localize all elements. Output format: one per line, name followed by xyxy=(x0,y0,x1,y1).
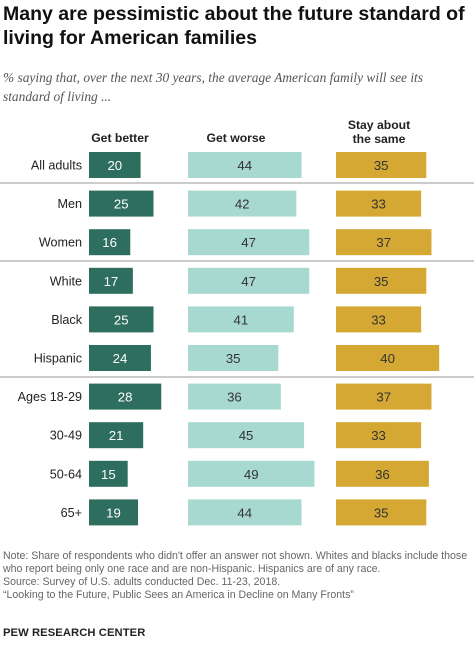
data-label-0-7: 21 xyxy=(109,428,124,443)
data-label-2-6: 37 xyxy=(376,390,391,405)
series-header-2: Stay about the same xyxy=(348,118,410,146)
chart-title: Many are pessimistic about the future st… xyxy=(3,3,465,49)
category-label: 30-49 xyxy=(50,429,82,443)
bar-2-3 xyxy=(336,267,427,294)
data-label-0-9: 19 xyxy=(106,505,121,520)
bar-0-9 xyxy=(89,499,139,526)
data-label-0-3: 17 xyxy=(104,274,119,289)
bar-1-0 xyxy=(188,152,302,178)
bar-2-2 xyxy=(336,229,432,256)
bar-1-3 xyxy=(188,267,310,294)
bar-1-4 xyxy=(188,306,294,333)
data-label-0-2: 16 xyxy=(102,235,117,250)
category-label: 50-64 xyxy=(50,467,82,481)
bar-chart: Get better Get worse Stay about the same All… xyxy=(0,118,474,526)
category-label: All adults xyxy=(31,159,82,173)
category-label: Women xyxy=(39,236,82,250)
data-label-0-8: 15 xyxy=(101,467,116,482)
category-label: Men xyxy=(58,197,83,211)
category-label: Hispanic xyxy=(34,352,82,366)
bar-0-8 xyxy=(89,460,128,487)
bar-1-6 xyxy=(188,383,281,410)
data-label-1-1: 42 xyxy=(235,197,250,212)
footer-brand: PEW RESEARCH CENTER xyxy=(3,627,146,639)
category-label: Ages 18-29 xyxy=(18,390,82,404)
bar-1-5 xyxy=(188,345,279,371)
bar-0-7 xyxy=(89,422,144,449)
bar-2-7 xyxy=(336,422,422,449)
bar-0-1 xyxy=(89,190,154,217)
data-label-1-6: 36 xyxy=(227,390,242,405)
bar-0-6 xyxy=(89,383,162,410)
bar-2-1 xyxy=(336,190,422,217)
data-label-0-1: 25 xyxy=(114,197,129,212)
data-label-0-4: 25 xyxy=(114,312,129,327)
series-header-0: Get better xyxy=(91,131,149,145)
bar-2-0 xyxy=(336,152,427,178)
category-label: White xyxy=(50,274,82,288)
data-label-1-7: 45 xyxy=(239,428,254,443)
bar-2-5 xyxy=(336,345,440,371)
data-label-2-1: 33 xyxy=(371,197,386,212)
data-label-2-4: 33 xyxy=(371,312,386,327)
category-label: Black xyxy=(51,313,82,327)
data-label-2-3: 35 xyxy=(374,274,389,289)
report-title: “Looking to the Future, Public Sees an A… xyxy=(3,589,354,601)
data-label-1-2: 47 xyxy=(241,235,256,250)
data-label-0-6: 28 xyxy=(118,390,133,405)
category-label: 65+ xyxy=(61,506,82,520)
data-label-1-3: 47 xyxy=(241,274,256,289)
data-label-0-5: 24 xyxy=(113,351,128,366)
bar-2-8 xyxy=(336,460,429,487)
chart-subtitle: % saying that, over the next 30 years, t… xyxy=(3,70,423,104)
data-label-2-8: 36 xyxy=(375,467,390,482)
data-label-0-0: 20 xyxy=(107,158,122,173)
data-label-1-4: 41 xyxy=(234,312,249,327)
notes-block: Note: Share of respondents who didn't of… xyxy=(3,550,469,602)
bar-0-0 xyxy=(89,152,141,178)
source-text: Source: Survey of U.S. adults conducted … xyxy=(3,576,281,588)
data-label-1-9: 44 xyxy=(237,505,252,520)
bar-2-6 xyxy=(336,383,432,410)
bar-1-8 xyxy=(188,460,315,487)
bar-0-5 xyxy=(89,345,151,371)
bar-1-2 xyxy=(188,229,310,256)
bar-2-4 xyxy=(336,306,422,333)
series-header-1: Get worse xyxy=(207,131,266,145)
data-label-2-9: 35 xyxy=(374,505,389,520)
data-label-2-5: 40 xyxy=(380,351,395,366)
data-label-2-2: 37 xyxy=(376,235,391,250)
note-text: Note: Share of respondents who didn't of… xyxy=(3,550,468,575)
data-label-1-5: 35 xyxy=(226,351,241,366)
data-label-1-0: 44 xyxy=(237,158,252,173)
bar-0-2 xyxy=(89,229,131,256)
bar-0-4 xyxy=(89,306,154,333)
bar-1-1 xyxy=(188,190,297,217)
bar-1-7 xyxy=(188,422,305,449)
bar-0-3 xyxy=(89,267,133,294)
data-label-2-7: 33 xyxy=(371,428,386,443)
data-label-2-0: 35 xyxy=(374,158,389,173)
bar-2-9 xyxy=(336,499,427,526)
bar-1-9 xyxy=(188,499,302,526)
data-label-1-8: 49 xyxy=(244,467,259,482)
